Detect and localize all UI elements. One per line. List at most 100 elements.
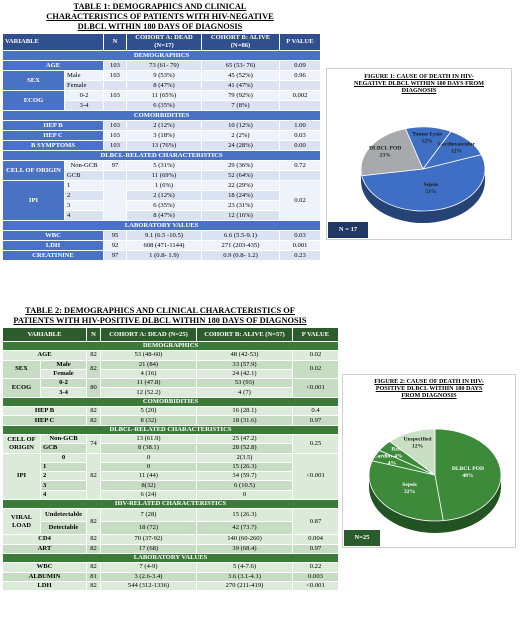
t1-wbc-a: 9.1 (6.5 -10.5) <box>126 230 202 241</box>
t2-section-demographics: DEMOGRAPHICS <box>2 340 339 352</box>
t2-ipi1-a: 0 <box>100 461 197 473</box>
t2-hepc-b: 18 (31.6) <box>196 415 293 426</box>
t1-age-n: 103 <box>103 60 127 71</box>
t2-ecog-a: 11 (47.8) <box>100 378 197 389</box>
table-row: AGE 103 73 (61- 79) 65 (53- 76) 0.09 <box>2 60 321 71</box>
t2-ipi1-b: 15 (26.3) <box>196 461 293 473</box>
table-row: LDH 82 544 (312-1336) 270 (211-419) <0.0… <box>2 580 339 592</box>
figure2-pie: DLBCL POD48%Sepsis32%Cardiovascular4%Ren… <box>368 428 502 533</box>
t2-vl2-b: 42 (73.7) <box>196 521 293 536</box>
table-row: VIRAL LOAD Undetectable 82 7 (28) 15 (26… <box>2 508 339 536</box>
t2-sex-label: SEX <box>2 359 41 380</box>
t2-ecog-n: 80 <box>86 378 101 398</box>
t2-ldh-label: LDH <box>2 580 87 592</box>
t2-ipi4-a: 6 (24) <box>100 489 197 501</box>
t2-gcb-b: 28 (52.8) <box>196 443 293 454</box>
t2-vl2-a: 18 (72) <box>100 521 197 536</box>
t1-bsym-label: B SYMPTOMS <box>2 140 104 151</box>
t1-ecog-a: 11 (65%) <box>126 90 202 101</box>
pie-label-sepsis: Sepsis 53% <box>424 182 439 195</box>
figure2-n-label: N=25 <box>354 534 370 541</box>
table-row: IPI 0 82 0 2(3.5) <0.001 <box>2 452 339 501</box>
table-row: Detectable 18 (72) 42 (73.7) <box>3 521 339 536</box>
t1-hepb-label: HEP B <box>2 120 104 131</box>
figure1-title-line3: DIAGNOSIS <box>401 87 437 95</box>
pie-slice-sepsis <box>368 460 444 522</box>
t1-coo-b: 29 (36%) <box>201 160 280 171</box>
table1-title: TABLE 1: DEMOGRAPHICS AND CLINICAL CHARA… <box>2 2 318 32</box>
t2-female-a: 4 (16) <box>100 368 197 380</box>
t1-bsym-n: 103 <box>103 140 127 151</box>
t2-coo-label: CELL OF ORIGIN <box>2 433 41 454</box>
t1-section-comorbidities: COMORBIDITIES <box>2 110 321 121</box>
t2-coo-n: 74 <box>86 433 101 454</box>
t1-creat-n: 97 <box>103 250 127 261</box>
t2-h-cohort-a: COHORT A: DEAD (N=25) <box>100 327 197 342</box>
t1-bsym-a: 13 (76%) <box>126 140 202 151</box>
table1-title-line2: CHARACTERISTICS OF PATIENTS WITH HIV-NEG… <box>46 12 274 21</box>
table-row: CELL OF ORIGIN Non-GCB 97 5 (31%) 29 (36… <box>2 160 321 181</box>
t1-h-variable: VARIABLE <box>2 33 104 51</box>
t2-ipi-3: 3 <box>40 480 87 491</box>
t1-h-cohort-a: COHORT A: DEAD (N=17) <box>126 33 202 51</box>
t2-sex-p: 0.02 <box>292 359 339 380</box>
t2-h-cohort-b: COHORT B: ALIVE (N=57) <box>196 327 293 342</box>
t1-gcb-a: 11 (69%) <box>126 170 202 181</box>
t1-ldh-n: 92 <box>103 240 127 251</box>
table2-header-row: VARIABLE N COHORT A: DEAD (N=25) COHORT … <box>2 327 339 342</box>
t2-ecog-34: 3-4 <box>40 387 87 398</box>
table2-title: TABLE 2: DEMOGRAPHICS AND CLINICAL CHARA… <box>2 306 318 326</box>
table-row: B SYMPTOMS 103 13 (76%) 24 (28%) 0.00 <box>2 140 321 151</box>
pie-side <box>369 475 501 533</box>
t2-ipi-p: <0.001 <box>292 452 339 501</box>
t2-ipi3-a: 8(32) <box>100 480 197 491</box>
t1-section-demographics: DEMOGRAPHICS <box>2 50 321 61</box>
t1-hepc-label: HEP C <box>2 130 104 141</box>
t1-gcb-b: 52 (64%) <box>201 170 280 181</box>
table-row: 3 8(32) 6 (10.5) <box>3 480 339 491</box>
pie-label-sepsis: Sepsis 32% <box>402 482 417 495</box>
t2-art-n: 82 <box>86 543 101 554</box>
t1-ldh-label: LDH <box>2 240 104 251</box>
t1-ipi-2: 2 <box>64 190 104 201</box>
pie-label-dlbcl-pod: DLBCL POD 48% <box>452 466 484 479</box>
pie-side <box>361 169 485 223</box>
table-row: AGE 82 53 (48-60) 48 (42-53) 0.02 <box>2 350 339 361</box>
t1-ipi-3: 3 <box>64 200 104 211</box>
t1-sex-male: Male <box>64 70 104 81</box>
t1-female-a: 8 (47%) <box>126 80 202 91</box>
pie-label-cardiovascular: Cardiovascular 12% <box>438 141 475 154</box>
t2-section-lab: LABORATORY VALUES <box>2 552 339 564</box>
t2-sex-male: Male <box>40 359 87 370</box>
t2-alb-label: ALBUMIN <box>2 571 87 582</box>
t1-gcb-p <box>279 170 321 181</box>
t2-ecog34-a: 12 (52.2) <box>100 387 197 398</box>
t1-ipi1-a: 1 (6%) <box>126 180 202 191</box>
table2-title-line2: PATIENTS WITH HIV-POSITIVE DLBCL WITHIN … <box>13 316 307 325</box>
figure2-title-line3: FROM DIAGNOSIS <box>401 392 457 400</box>
t2-ipi3-b: 6 (10.5) <box>196 480 293 491</box>
t1-gcb: GCB <box>64 170 104 181</box>
t2-hepb-p: 0.4 <box>292 406 339 417</box>
t2-hepc-a: 8 (32) <box>100 415 197 426</box>
t1-ipi1-b: 22 (29%) <box>201 180 280 191</box>
t2-vl-label: VIRAL LOAD <box>2 508 41 536</box>
t1-ecog34-b: 7 (8%) <box>201 100 280 111</box>
t2-art-b: 39 (68.4) <box>196 543 293 554</box>
t1-female-b: 41 (47%) <box>201 80 280 91</box>
table-row: IPI 1 1 (6%) 22 (29%) 0.02 <box>2 180 321 221</box>
figure1-chart: FIGURE 1: CAUSE OF DEATH IN HIV- NEGATIV… <box>326 68 512 240</box>
t2-coo-a: 13 (61.9) <box>100 433 197 445</box>
t2-hepb-label: HEP B <box>2 406 87 417</box>
t1-creat-label: CREATININE <box>2 250 104 261</box>
t2-ldh-n: 82 <box>86 580 101 592</box>
t1-age-a: 73 (61- 79) <box>126 60 202 71</box>
t2-section-hiv: HIV-RELATED CHARACTERISTICS <box>2 499 339 510</box>
table1-title-line1: TABLE 1: DEMOGRAPHICS AND CLINICAL <box>73 2 247 11</box>
t1-sex-label: SEX <box>2 70 65 91</box>
t2-ipi-n: 82 <box>86 452 101 501</box>
t2-alb-b: 3.6 (3.1-4.1) <box>196 571 293 582</box>
t2-age-a: 53 (48-60) <box>100 350 197 361</box>
table2: VARIABLE N COHORT A: DEAD (N=25) COHORT … <box>2 327 339 592</box>
figure2-title: FIGURE 2: CAUSE OF DEATH IN HIV- POSITIV… <box>347 378 511 400</box>
